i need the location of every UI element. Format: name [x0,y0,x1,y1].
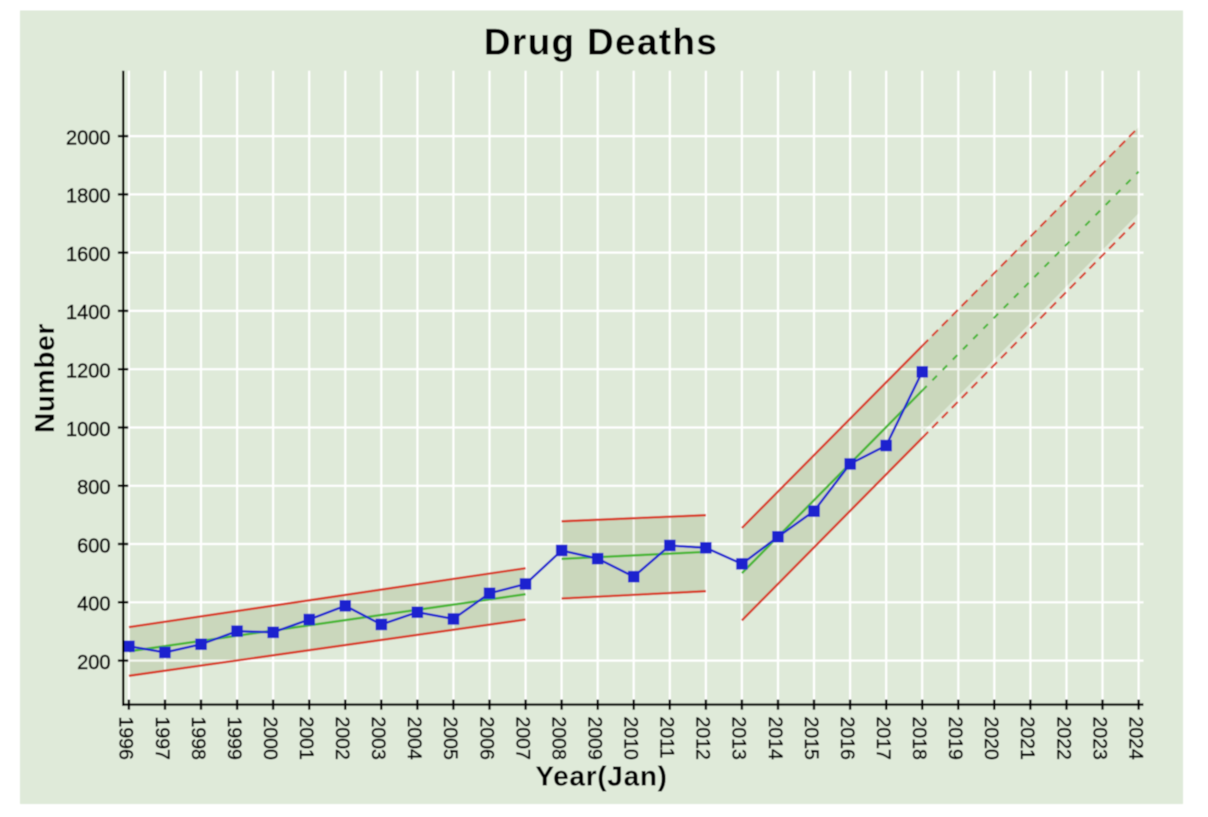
svg-text:200: 200 [77,652,110,674]
svg-text:1400: 1400 [66,302,111,324]
svg-text:2001: 2001 [295,717,317,760]
svg-text:2011: 2011 [656,717,678,759]
svg-text:2020: 2020 [980,717,1002,761]
svg-text:2006: 2006 [475,717,497,760]
svg-text:2005: 2005 [439,717,461,761]
svg-text:1000: 1000 [66,419,111,441]
svg-text:2000: 2000 [259,717,281,761]
svg-text:1200: 1200 [66,361,111,383]
svg-text:2009: 2009 [584,717,606,760]
svg-text:2019: 2019 [944,717,966,760]
svg-text:2022: 2022 [1052,717,1074,760]
svg-text:2004: 2004 [403,717,425,761]
svg-text:2014: 2014 [764,717,786,761]
svg-text:Number: Number [29,323,60,433]
svg-text:1999: 1999 [223,717,245,760]
svg-text:2021: 2021 [1016,717,1038,760]
svg-text:2003: 2003 [367,717,389,760]
svg-text:2023: 2023 [1088,717,1110,760]
svg-text:2015: 2015 [800,717,822,761]
svg-text:2024: 2024 [1124,717,1146,761]
svg-text:2017: 2017 [872,717,894,760]
svg-text:400: 400 [77,594,110,616]
svg-text:2016: 2016 [836,717,858,760]
svg-text:Year(Jan): Year(Jan) [535,761,667,792]
svg-text:1600: 1600 [66,244,111,266]
svg-text:2010: 2010 [620,717,642,761]
svg-text:800: 800 [77,477,110,499]
svg-text:2007: 2007 [511,717,533,760]
svg-text:2008: 2008 [547,717,569,760]
svg-text:2018: 2018 [908,717,930,760]
svg-text:1997: 1997 [151,717,173,760]
svg-text:2013: 2013 [728,717,750,760]
svg-text:1998: 1998 [187,717,209,760]
svg-text:Drug Deaths: Drug Deaths [484,22,718,63]
svg-text:2002: 2002 [331,717,353,760]
svg-text:2012: 2012 [692,717,714,760]
svg-text:1800: 1800 [66,186,111,208]
svg-text:600: 600 [77,535,110,557]
svg-text:1996: 1996 [115,717,137,760]
svg-text:2000: 2000 [66,127,111,149]
